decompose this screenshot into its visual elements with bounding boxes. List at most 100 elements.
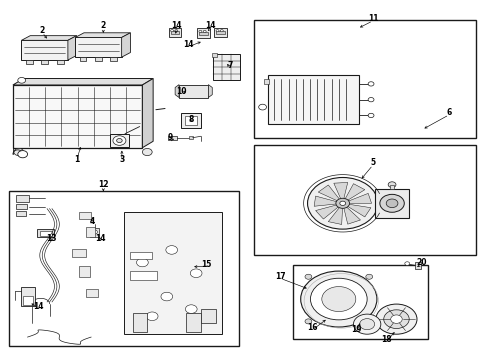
Text: 20: 20 <box>416 258 427 267</box>
Circle shape <box>322 287 356 311</box>
Bar <box>293 265 428 338</box>
Circle shape <box>166 246 177 254</box>
Bar <box>40 230 52 236</box>
Polygon shape <box>175 85 179 98</box>
Bar <box>16 195 28 202</box>
Text: 14: 14 <box>33 302 44 311</box>
Bar <box>181 113 201 128</box>
Bar <box>79 266 90 277</box>
Circle shape <box>380 194 404 212</box>
Circle shape <box>388 182 396 188</box>
Text: 14: 14 <box>96 234 106 243</box>
Text: 14: 14 <box>184 40 194 49</box>
Text: 2: 2 <box>40 26 45 35</box>
Bar <box>26 60 33 64</box>
Polygon shape <box>328 207 343 225</box>
Text: 2: 2 <box>100 21 106 30</box>
Polygon shape <box>316 205 339 219</box>
Circle shape <box>305 319 312 324</box>
Bar <box>189 136 193 139</box>
Circle shape <box>220 30 223 32</box>
Bar <box>110 57 117 61</box>
Bar <box>217 31 225 34</box>
Text: 15: 15 <box>201 260 211 269</box>
Bar <box>79 57 86 61</box>
Circle shape <box>216 30 219 32</box>
Circle shape <box>117 139 122 143</box>
Bar <box>41 60 48 64</box>
Bar <box>133 313 147 332</box>
Bar <box>254 21 476 138</box>
Polygon shape <box>122 33 130 57</box>
Bar <box>185 116 197 125</box>
Circle shape <box>386 199 398 208</box>
Bar <box>199 32 208 35</box>
Circle shape <box>340 201 345 206</box>
Circle shape <box>336 198 349 208</box>
Bar <box>212 53 217 57</box>
Circle shape <box>92 230 98 234</box>
Bar <box>95 57 102 61</box>
Circle shape <box>360 319 375 330</box>
Circle shape <box>143 148 152 156</box>
Bar <box>86 289 98 297</box>
Bar <box>57 60 64 64</box>
Bar <box>169 28 181 37</box>
Bar <box>9 192 239 346</box>
Circle shape <box>175 30 178 32</box>
Polygon shape <box>143 78 153 148</box>
Text: 5: 5 <box>370 158 375 167</box>
Circle shape <box>368 98 374 102</box>
Polygon shape <box>334 183 348 199</box>
Bar <box>415 262 421 269</box>
Bar <box>390 185 394 189</box>
Bar <box>130 252 152 259</box>
Circle shape <box>311 278 367 320</box>
Bar <box>75 37 122 57</box>
Bar <box>171 31 179 34</box>
Polygon shape <box>208 85 212 98</box>
Bar <box>269 75 359 125</box>
Text: 14: 14 <box>172 21 182 30</box>
Bar <box>16 211 26 216</box>
Circle shape <box>203 30 206 32</box>
Bar <box>110 134 129 147</box>
Circle shape <box>171 30 173 32</box>
Bar <box>213 54 240 80</box>
Bar <box>124 212 221 334</box>
Circle shape <box>14 148 24 156</box>
Bar <box>179 85 208 98</box>
Text: 6: 6 <box>446 108 452 117</box>
Bar <box>37 229 54 237</box>
Text: 12: 12 <box>98 180 109 189</box>
Text: 16: 16 <box>307 323 318 332</box>
Bar <box>197 28 210 38</box>
Bar <box>201 309 216 323</box>
Bar <box>375 189 409 218</box>
Bar <box>86 227 95 237</box>
Polygon shape <box>68 36 76 60</box>
Circle shape <box>405 262 410 265</box>
Bar <box>13 85 143 148</box>
Bar <box>254 145 476 255</box>
Circle shape <box>259 104 267 110</box>
Circle shape <box>376 304 417 334</box>
Text: 17: 17 <box>275 271 286 280</box>
Polygon shape <box>318 185 340 201</box>
Bar <box>72 249 86 257</box>
Bar <box>168 135 176 140</box>
Circle shape <box>368 113 374 118</box>
Text: 10: 10 <box>176 86 187 95</box>
Polygon shape <box>347 204 371 217</box>
Text: 14: 14 <box>205 21 216 30</box>
Text: 9: 9 <box>168 133 173 142</box>
Text: 11: 11 <box>368 14 378 23</box>
Circle shape <box>113 136 126 145</box>
Bar <box>79 212 91 220</box>
Polygon shape <box>13 78 153 85</box>
Circle shape <box>147 312 158 320</box>
Text: 18: 18 <box>381 335 392 344</box>
Circle shape <box>391 315 402 323</box>
Circle shape <box>305 274 312 279</box>
Text: 13: 13 <box>46 234 56 243</box>
